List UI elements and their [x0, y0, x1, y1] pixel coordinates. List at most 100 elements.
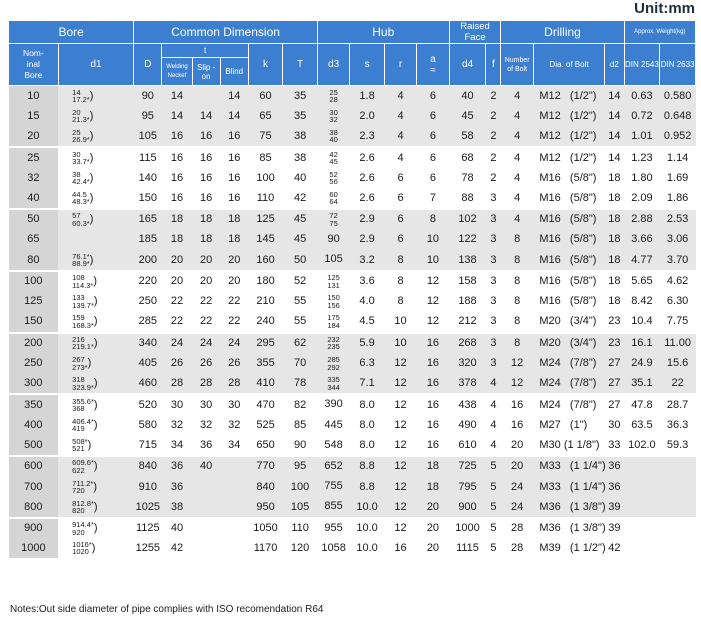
cell-s: 2.6 — [349, 147, 385, 168]
cell-D: 150 — [133, 188, 162, 211]
cell-din2543: 35.1 — [624, 373, 660, 396]
cell-D: 840 — [133, 456, 162, 477]
cell-din2543 — [624, 517, 660, 539]
cell-T: 82 — [282, 394, 318, 415]
cell-T: 70 — [282, 353, 318, 374]
cell-d2: 18 — [604, 209, 625, 230]
cell-r: 6 — [384, 188, 417, 211]
cell-f: 3 — [485, 291, 501, 313]
header-d4: d4 — [448, 43, 487, 86]
cell-T: 100 — [282, 476, 318, 498]
cell-r: 4 — [384, 126, 417, 149]
table-row: 350 355.6* 368) 520 30 30 30 470 82 390 8.0 12 16 438… — [8, 394, 696, 415]
cell-f: 5 — [485, 497, 501, 519]
cell-dia-of-bolt: M16 (5/8") — [533, 167, 605, 189]
cell-nominal-bore: 800 — [8, 497, 59, 519]
cell-k: 240 — [248, 312, 283, 334]
cell-dia-of-bolt: M33 (1 1/4") — [533, 456, 606, 477]
cell-d2: 18 — [604, 270, 625, 292]
cell-a: 7 — [416, 188, 450, 211]
cell-din2633: 15.6 — [659, 353, 696, 374]
cell-d4: 88 — [449, 188, 486, 211]
cell-s: 2.6 — [349, 167, 385, 189]
cell-a: 10 — [416, 229, 450, 251]
cell-wn: 22 — [161, 312, 193, 334]
header-k: k — [247, 43, 284, 86]
cell-so: 36 — [192, 435, 221, 458]
cell-d2: 23 — [604, 312, 625, 334]
cell-s: 8.0 — [349, 415, 385, 436]
cell-d3: 42 45 — [317, 147, 350, 168]
cell-wn: 20 — [161, 250, 193, 272]
cell-d4: 78 — [449, 167, 486, 189]
cell-dia-of-bolt: M30 (1 1/8") — [533, 435, 605, 458]
cell-f: 3 — [485, 250, 501, 272]
cell-nominal-bore: 150 — [8, 312, 59, 334]
cell-so — [192, 538, 221, 561]
cell-so: 18 — [192, 209, 221, 230]
cell-k: 65 — [248, 106, 283, 127]
cell-dia-of-bolt: M27 (1") — [533, 415, 605, 436]
cell-nominal-bore: 250 — [8, 353, 59, 374]
cell-d2: 27 — [604, 373, 625, 396]
cell-k: 470 — [248, 394, 283, 415]
cell-d2: 18 — [604, 229, 625, 251]
cell-nominal-bore: 1000 — [8, 538, 59, 561]
cell-n: 20 — [500, 456, 534, 477]
cell-T: 35 — [282, 85, 318, 107]
cell-nominal-bore: 700 — [8, 476, 59, 498]
cell-bl: 20 — [220, 250, 249, 272]
cell-k: 210 — [248, 291, 283, 313]
cell-d2: 27 — [604, 353, 625, 374]
cell-D: 1255 — [133, 538, 162, 561]
cell-k: 75 — [248, 126, 283, 149]
cell-n: 8 — [500, 270, 534, 292]
cell-din2543: 102.0 — [624, 435, 660, 458]
cell-d1: 711.2* 720) — [58, 476, 134, 498]
cell-din2633: 22 — [659, 373, 696, 396]
cell-dia-of-bolt: M16 (5/8") — [533, 229, 605, 251]
table-row: 900 914.4* 920) 1125 40 1050 110 955 10.0 12 20 100… — [8, 517, 696, 539]
cell-wn: 34 — [161, 435, 193, 458]
cell-T: 62 — [282, 332, 318, 354]
cell-k: 1050 — [248, 517, 283, 539]
cell-a: 6 — [416, 147, 450, 168]
cell-d2: 14 — [604, 126, 625, 149]
cell-d2: 14 — [604, 106, 625, 127]
cell-d1: 914.4* 920) — [58, 517, 134, 539]
cell-bl: 20 — [220, 270, 249, 292]
cell-d2: 18 — [604, 291, 625, 313]
table-row: 10 14 17.2*) 90 14 14 60 35 25 28 1.8 4 6 40 2 4 M12 (1/… — [8, 85, 696, 107]
cell-s: 4.5 — [349, 312, 385, 334]
cell-a: 20 — [416, 517, 450, 539]
cell-k: 100 — [248, 167, 283, 189]
cell-a: 16 — [416, 332, 450, 354]
cell-wn: 14 — [161, 106, 193, 127]
cell-T: 120 — [282, 538, 318, 561]
cell-T: 90 — [282, 435, 318, 458]
cell-T: 38 — [282, 147, 318, 168]
cell-n: 4 — [500, 85, 534, 107]
cell-dia-of-bolt: M16 (5/8") — [533, 291, 605, 313]
cell-n: 24 — [500, 497, 534, 519]
cell-T: 40 — [282, 167, 318, 189]
cell-d1: 76.1* 88.9*) — [58, 250, 134, 272]
cell-dia-of-bolt: M16 (5/8") — [533, 250, 605, 272]
cell-n: 4 — [500, 126, 534, 149]
cell-wn: 22 — [161, 291, 193, 313]
cell-so — [192, 497, 221, 519]
cell-d3: 652 — [317, 456, 350, 477]
cell-bl: 16 — [220, 188, 249, 211]
cell-n: 8 — [500, 291, 534, 313]
cell-s: 10.0 — [349, 538, 385, 561]
cell-dia-of-bolt: M16 (5/8") — [533, 188, 605, 211]
cell-din2543: 10.4 — [624, 312, 660, 334]
header-D: D — [133, 43, 163, 86]
cell-nominal-bore: 200 — [8, 332, 59, 354]
cell-D: 1025 — [133, 497, 162, 519]
cell-dia-of-bolt: M12 (1/2") — [533, 126, 605, 149]
cell-d3: 548 — [317, 435, 350, 458]
cell-s: 1.8 — [349, 85, 385, 107]
cell-n: 8 — [500, 250, 534, 272]
cell-bl — [220, 517, 249, 539]
